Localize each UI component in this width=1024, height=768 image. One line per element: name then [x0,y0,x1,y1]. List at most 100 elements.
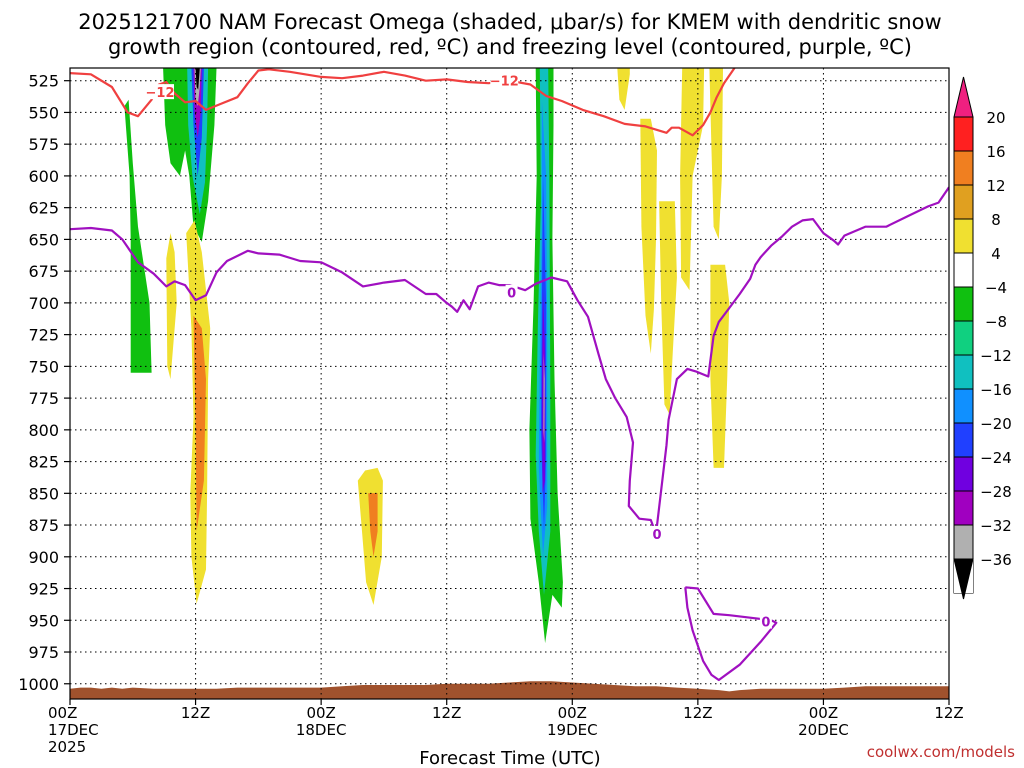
omega-region-20 [640,118,657,354]
x-tick-label: 00Z [809,704,838,722]
colorbar-label: −32 [980,517,1012,535]
y-tick-label: 700 [28,294,59,313]
chart-title-line-1: 2025121700 NAM Forecast Omega (shaded, μ… [78,10,941,34]
y-tick-label: 650 [28,230,59,249]
colorbar-swatch [953,354,974,390]
omega-region-17 [357,467,383,605]
x-tick-label: 17DEC [48,721,99,739]
y-tick-label: 925 [28,580,59,599]
x-tick-label: 00Z [558,704,587,722]
omega-region-22 [680,68,705,291]
freezing-contour-label: 0 [653,528,662,543]
omega-region-0 [124,99,152,373]
omega-region-13 [543,353,545,443]
y-tick-label: 550 [28,103,59,122]
y-tick-label: 675 [28,262,59,281]
dendritic-contour-label-bg [490,72,519,88]
y-tick-label: 575 [28,135,59,154]
colorbar-swatch [953,524,974,560]
freezing-contour-label: 0 [761,616,770,631]
freezing-level-contour-loop [684,586,778,682]
omega-region-6 [195,68,200,90]
omega-region-14 [166,233,177,380]
freezing-contour-label-bg [651,525,664,541]
colorbar-label: −4 [985,279,1007,297]
colorbar-swatch [953,150,974,186]
omega-region-18 [368,493,378,557]
colorbar-swatch [953,456,974,492]
dendritic-contour-label-bg [145,84,174,100]
colorbar-label: −12 [980,347,1012,365]
y-tick-label: 825 [28,453,59,472]
omega-region-21 [659,201,677,415]
y-tick-label: 850 [28,484,59,503]
x-tick-label: 12Z [432,704,461,722]
colorbar-swatch [953,286,974,322]
grid-lines [70,68,949,699]
x-tick-label: 2025 [48,738,86,756]
colorbar-label: 12 [986,177,1005,195]
colorbar-swatch [953,116,974,152]
colorbar-label: −36 [980,551,1012,569]
colorbar-label: −24 [980,449,1012,467]
colorbar-swatch [953,184,974,220]
x-axis-label: Forecast Time (UTC) [419,748,600,768]
colorbar-swatch [953,320,974,356]
x-tick-label: 12Z [683,704,712,722]
colorbar-swatch [953,252,974,288]
credit-text: coolwx.com/models [867,743,1015,761]
x-tick-label: 19DEC [547,721,598,739]
freezing-contour-label: 0 [507,287,516,302]
x-tick-label: 00Z [48,704,77,722]
omega-region-23 [709,68,723,240]
terrain-fill [70,681,949,699]
plot-frame [69,67,950,700]
y-tick-label: 525 [28,72,59,91]
freezing-contour-label-bg [505,284,518,300]
x-tick-label: 00Z [306,704,335,722]
freezing-level-contour-line [70,186,949,536]
colorbar-label: −20 [980,415,1012,433]
colorbar-swatch [953,218,974,254]
omega-shading [70,68,949,699]
contours: −12 −12 0 0 0 [70,68,949,682]
colorbar-label: −28 [980,483,1012,501]
colorbar-swatch [953,422,974,458]
y-tick-label: 975 [28,643,59,662]
colorbar-swatch [953,388,974,424]
freezing-contour-label-bg [759,613,772,629]
colorbar-bottom-arrow [953,558,974,600]
y-tick-label: 1000 [18,675,59,694]
colorbar-top-arrow [953,76,974,118]
colorbar-label: 8 [991,211,1001,229]
y-tick-label: 750 [28,357,59,376]
x-tick-label: 18DEC [296,721,347,739]
y-tick-label: 625 [28,199,59,218]
omega-region-19 [617,68,630,110]
x-tick-label: 12Z [181,704,210,722]
y-tick-label: 900 [28,548,59,567]
y-tick-label: 725 [28,326,59,345]
y-tick-label: 600 [28,167,59,186]
chart-title-line-2: growth region (contoured, red, ºC) and f… [108,35,912,59]
dendritic-contour-label: −12 [490,75,519,90]
x-tick-label: 20DEC [798,721,849,739]
colorbar-swatch [953,490,974,526]
colorbar-label: 16 [986,143,1005,161]
dendritic-contour-label: −12 [146,86,175,101]
colorbar-label: 20 [986,109,1005,127]
dendritic-contour-line [70,68,736,137]
colorbar-label: −16 [980,381,1012,399]
colorbar-label: −8 [985,313,1007,331]
x-tick-label: 12Z [934,704,963,722]
colorbar: 20 16 12 8 4 −4 −8 −12 −16 −20 −24 −28 −32 −36 [953,76,1012,600]
omega-region-16 [193,315,206,532]
y-tick-label: 875 [28,516,59,535]
y-axis-ticks: 525 550 575 600 625 650 675 700 725 750 775 800 825 8… [18,72,70,694]
colorbar-label: 4 [991,245,1001,263]
y-tick-label: 800 [28,421,59,440]
y-tick-label: 950 [28,611,59,630]
y-tick-label: 775 [28,389,59,408]
